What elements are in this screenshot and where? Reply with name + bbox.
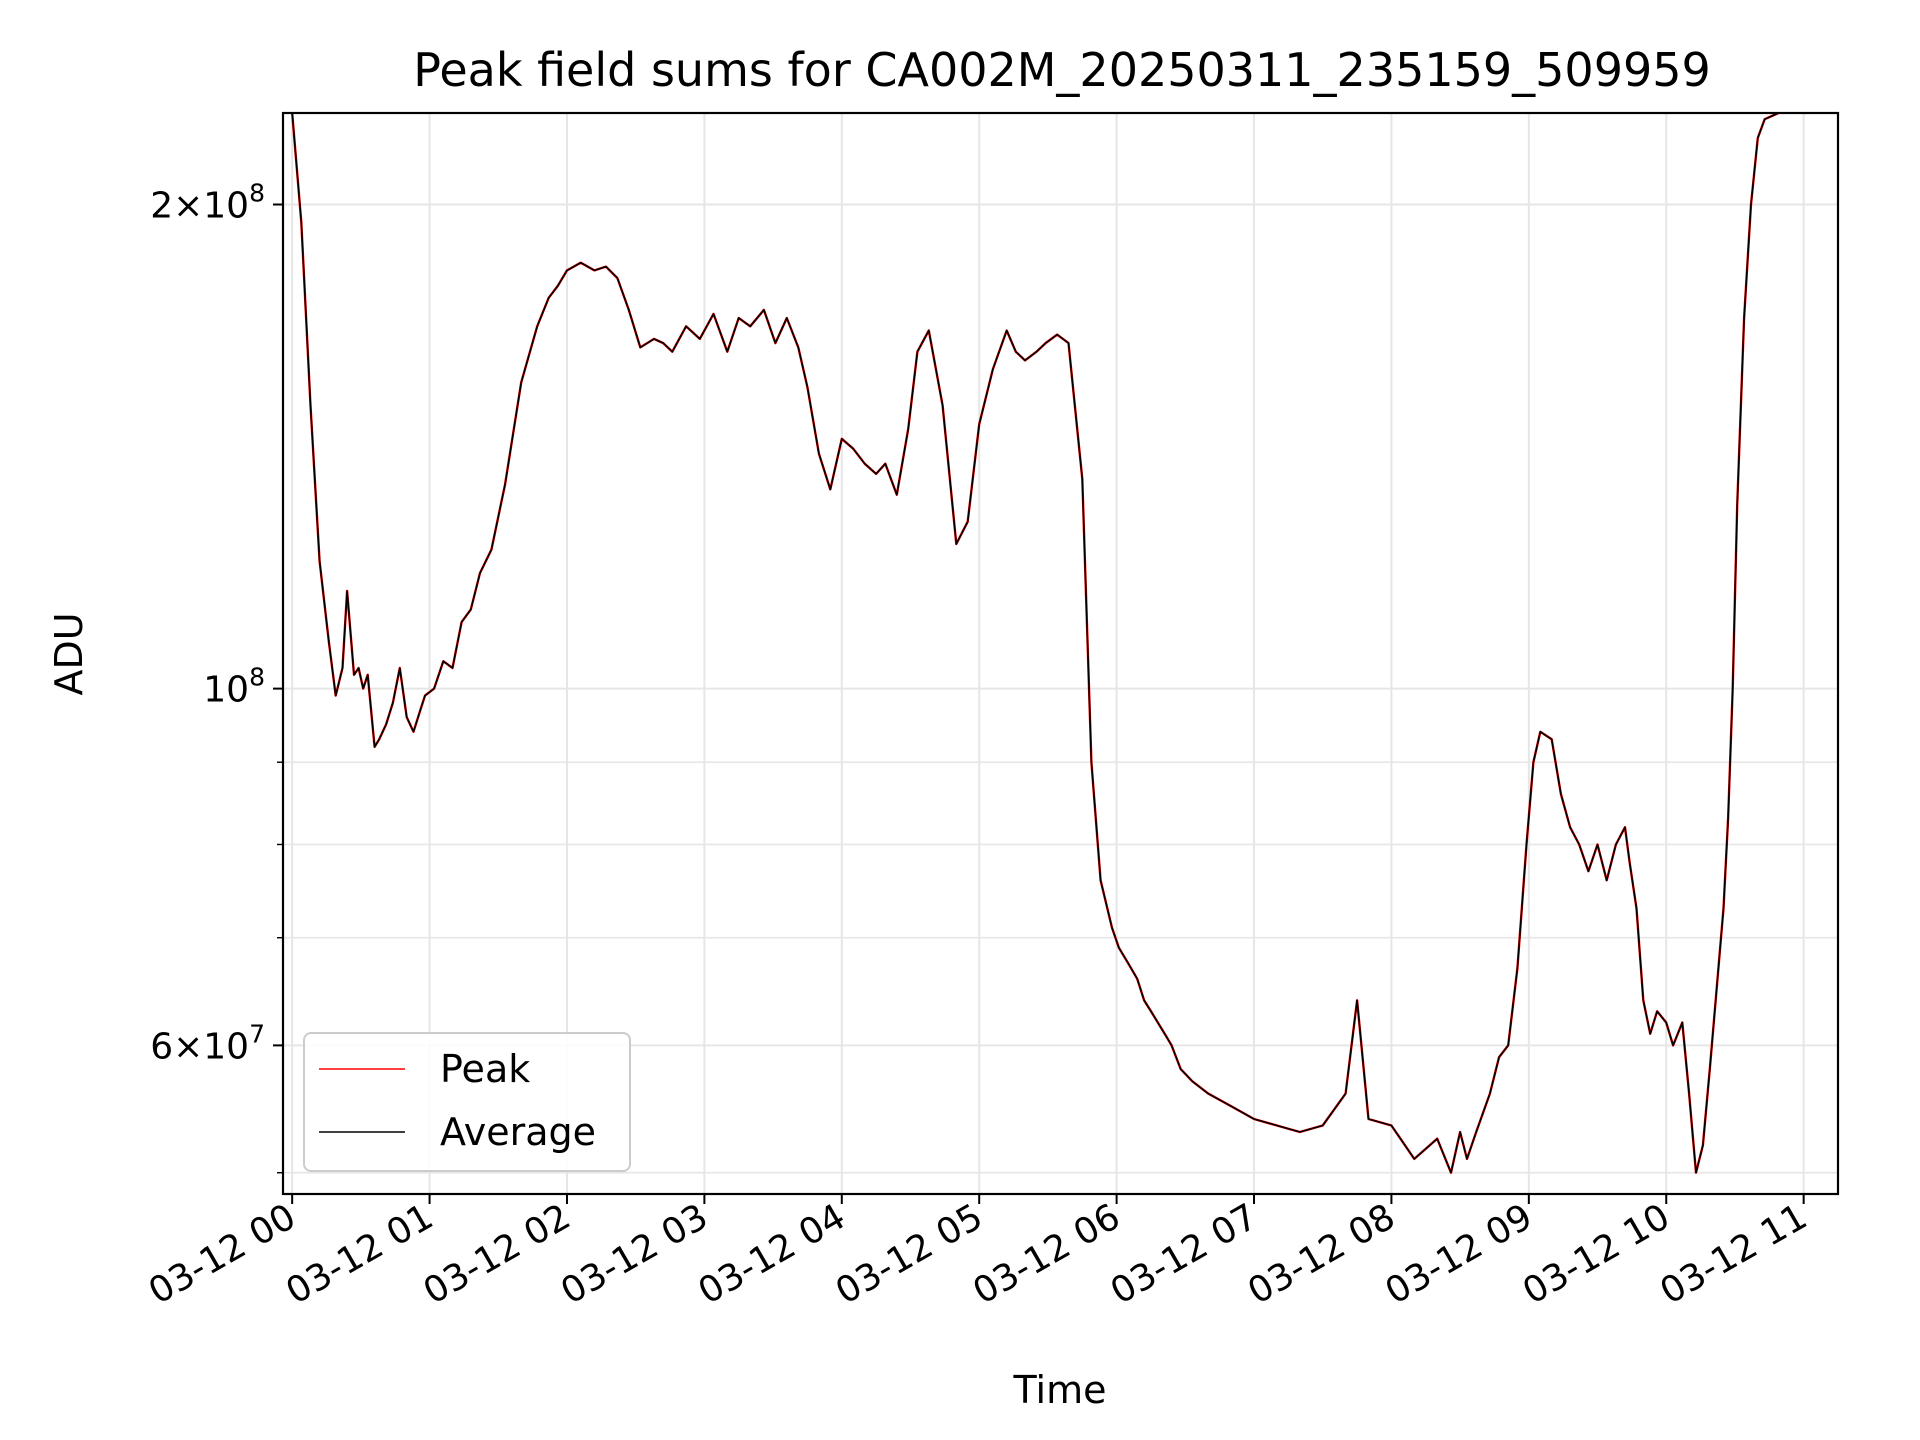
series-average-line — [291, 113, 1779, 1174]
y-tick-label: 6×107 — [150, 1019, 265, 1067]
grid — [283, 113, 1838, 1194]
y-tick-label: 2×108 — [150, 179, 265, 227]
plot-frame — [281, 111, 1840, 1196]
series-lines — [291, 113, 1779, 1174]
chart-title: Peak field sums for CA002M_20250311_2351… — [413, 43, 1711, 97]
x-axis-label: Time — [1013, 1368, 1107, 1412]
legend: Peak Average — [303, 1032, 631, 1172]
legend-box — [303, 1032, 631, 1172]
y-axis-label: ADU — [47, 612, 91, 695]
y-tick-label: 108 — [203, 663, 265, 711]
y-axis-ticks: 2×108 108 6×107 — [150, 179, 283, 1174]
legend-average-label: Average — [440, 1110, 596, 1154]
legend-peak-label: Peak — [440, 1047, 530, 1091]
